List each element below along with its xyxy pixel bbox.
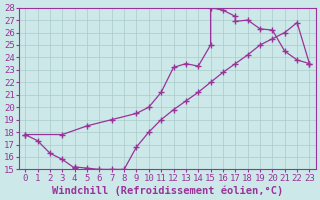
X-axis label: Windchill (Refroidissement éolien,°C): Windchill (Refroidissement éolien,°C) (52, 185, 283, 196)
